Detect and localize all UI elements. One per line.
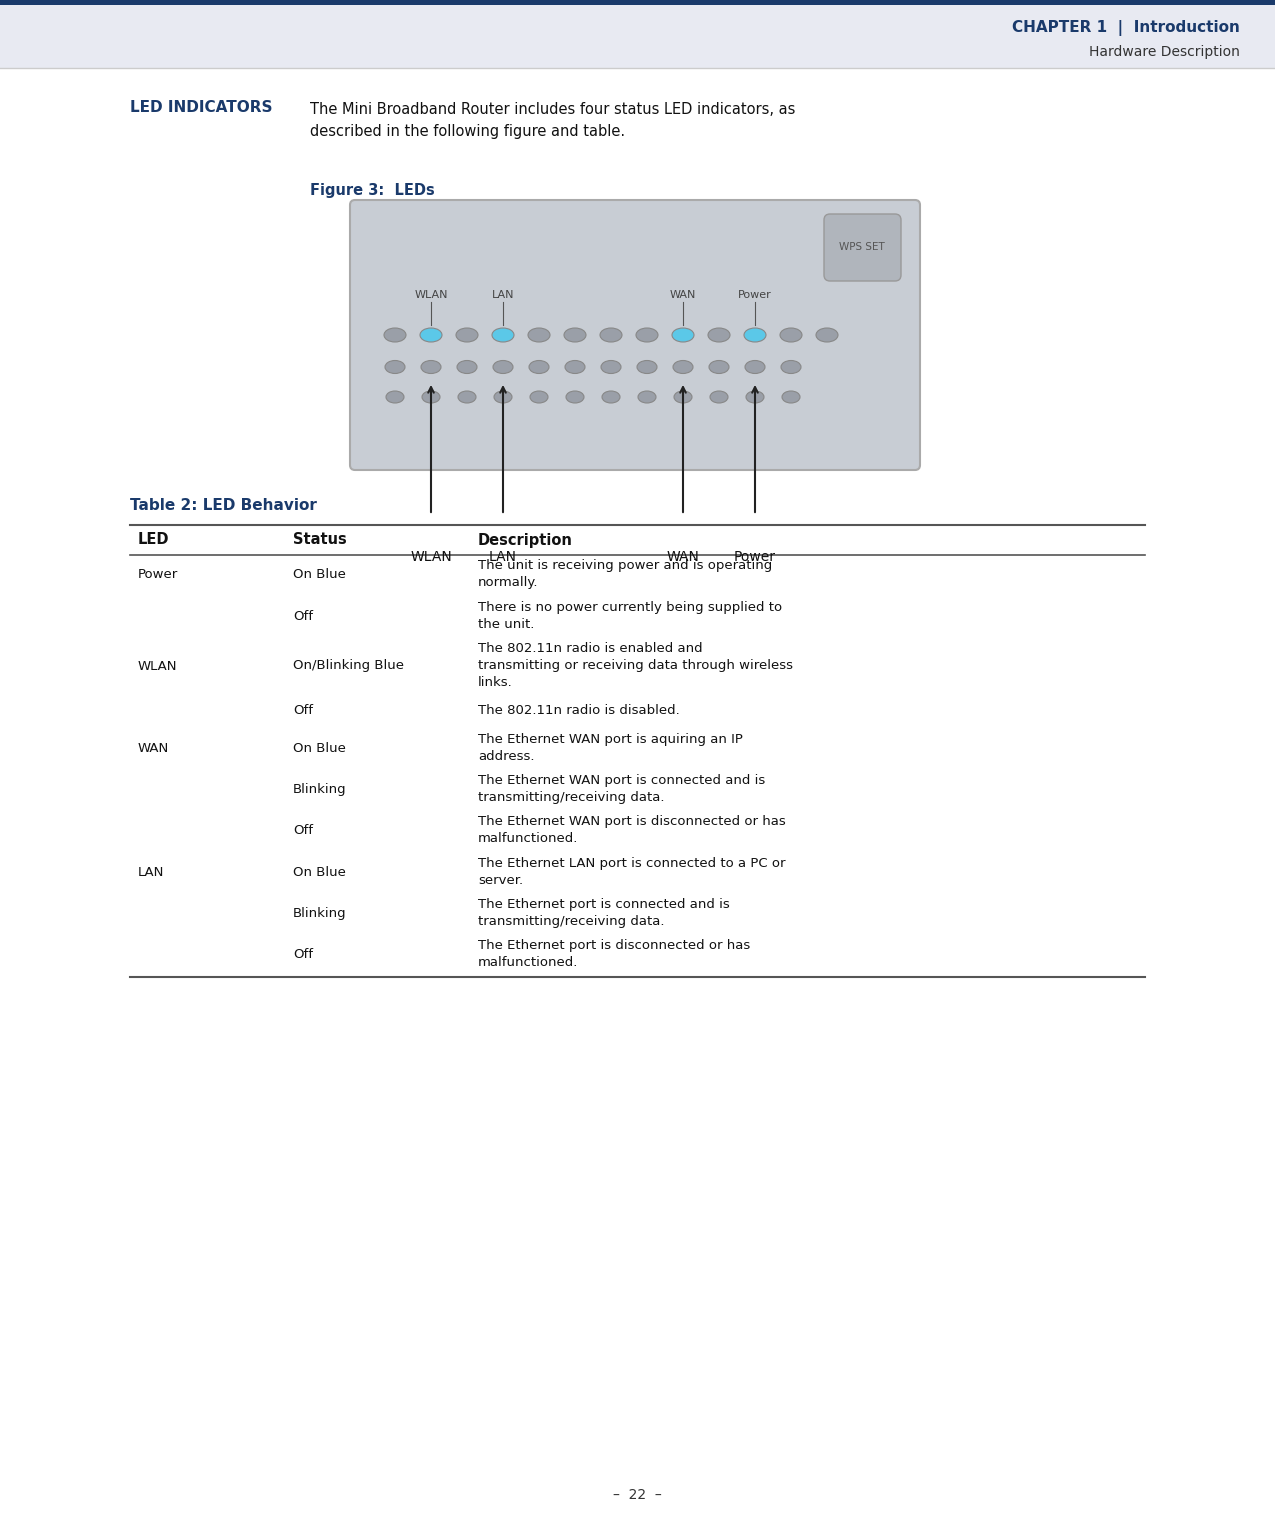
Bar <box>130 555 1145 597</box>
Text: Blinking: Blinking <box>293 783 347 795</box>
Text: Blinking: Blinking <box>293 907 347 919</box>
Text: There is no power currently being supplied to
the unit.: There is no power currently being suppli… <box>478 601 782 631</box>
Text: –  22  –: – 22 – <box>612 1488 662 1501</box>
Text: Description: Description <box>478 533 572 547</box>
Text: Off: Off <box>293 824 312 836</box>
Text: The Ethernet LAN port is connected to a PC or
server.: The Ethernet LAN port is connected to a … <box>478 856 785 887</box>
Text: The Ethernet port is disconnected or has
malfunctioned.: The Ethernet port is disconnected or has… <box>478 939 750 970</box>
Ellipse shape <box>602 391 620 403</box>
Bar <box>130 729 1145 771</box>
Text: The Ethernet port is connected and is
transmitting/receiving data.: The Ethernet port is connected and is tr… <box>478 898 729 928</box>
Text: Off: Off <box>293 705 312 717</box>
Text: LED: LED <box>138 533 170 547</box>
Ellipse shape <box>456 360 477 374</box>
Text: Status: Status <box>293 533 347 547</box>
Text: On/Blinking Blue: On/Blinking Blue <box>293 659 404 673</box>
Ellipse shape <box>493 360 513 374</box>
Ellipse shape <box>456 328 478 342</box>
Text: On Blue: On Blue <box>293 866 346 878</box>
Bar <box>130 771 1145 810</box>
Ellipse shape <box>384 328 405 342</box>
Text: Figure 3:  LEDs: Figure 3: LEDs <box>310 182 435 198</box>
Text: LAN: LAN <box>490 550 516 564</box>
Text: LAN: LAN <box>138 866 164 878</box>
Text: Power: Power <box>734 550 776 564</box>
Text: Table 2: LED Behavior: Table 2: LED Behavior <box>130 498 317 513</box>
Bar <box>130 935 1145 977</box>
Text: Power: Power <box>738 290 771 300</box>
Bar <box>130 597 1145 639</box>
Text: LAN: LAN <box>492 290 514 300</box>
Ellipse shape <box>636 328 658 342</box>
Ellipse shape <box>780 328 802 342</box>
Bar <box>130 810 1145 853</box>
Ellipse shape <box>564 328 586 342</box>
Bar <box>0 0 1275 67</box>
Text: On Blue: On Blue <box>293 741 346 754</box>
Ellipse shape <box>710 391 728 403</box>
Bar <box>130 853 1145 895</box>
Bar <box>130 895 1145 935</box>
Ellipse shape <box>528 328 550 342</box>
Text: Hardware Description: Hardware Description <box>1089 44 1241 60</box>
Ellipse shape <box>672 328 694 342</box>
Text: WAN: WAN <box>138 741 170 754</box>
Text: Power: Power <box>138 567 178 581</box>
FancyBboxPatch shape <box>351 201 921 470</box>
Bar <box>0 0 1275 5</box>
Ellipse shape <box>601 360 621 374</box>
Ellipse shape <box>674 391 692 403</box>
Ellipse shape <box>529 360 550 374</box>
Ellipse shape <box>458 391 476 403</box>
Ellipse shape <box>638 391 657 403</box>
Ellipse shape <box>422 391 440 403</box>
Text: CHAPTER 1  |  Introduction: CHAPTER 1 | Introduction <box>1012 20 1241 35</box>
Ellipse shape <box>530 391 548 403</box>
Text: Off: Off <box>293 947 312 961</box>
Text: WLAN: WLAN <box>138 659 177 673</box>
Text: The Ethernet WAN port is aquiring an IP
address.: The Ethernet WAN port is aquiring an IP … <box>478 732 743 763</box>
Text: Off: Off <box>293 610 312 622</box>
Text: On Blue: On Blue <box>293 567 346 581</box>
Ellipse shape <box>421 360 441 374</box>
Ellipse shape <box>745 360 765 374</box>
Bar <box>130 639 1145 697</box>
FancyBboxPatch shape <box>824 214 901 280</box>
Ellipse shape <box>419 328 442 342</box>
Text: The Ethernet WAN port is disconnected or has
malfunctioned.: The Ethernet WAN port is disconnected or… <box>478 815 785 846</box>
Ellipse shape <box>565 360 585 374</box>
Text: The 802.11n radio is disabled.: The 802.11n radio is disabled. <box>478 705 680 717</box>
Ellipse shape <box>638 360 657 374</box>
Text: WAN: WAN <box>667 550 700 564</box>
Text: The 802.11n radio is enabled and
transmitting or receiving data through wireless: The 802.11n radio is enabled and transmi… <box>478 642 793 689</box>
Ellipse shape <box>782 391 799 403</box>
Ellipse shape <box>816 328 838 342</box>
Text: WLAN: WLAN <box>411 550 451 564</box>
Ellipse shape <box>708 328 731 342</box>
Ellipse shape <box>566 391 584 403</box>
Bar <box>130 697 1145 729</box>
Ellipse shape <box>745 328 766 342</box>
Ellipse shape <box>386 391 404 403</box>
Ellipse shape <box>673 360 694 374</box>
Ellipse shape <box>782 360 801 374</box>
Text: WPS SET: WPS SET <box>839 242 885 251</box>
Ellipse shape <box>601 328 622 342</box>
Text: The Mini Broadband Router includes four status LED indicators, as
described in t: The Mini Broadband Router includes four … <box>310 103 796 139</box>
Text: WAN: WAN <box>669 290 696 300</box>
Ellipse shape <box>709 360 729 374</box>
Text: The Ethernet WAN port is connected and is
transmitting/receiving data.: The Ethernet WAN port is connected and i… <box>478 774 765 804</box>
Text: LED INDICATORS: LED INDICATORS <box>130 101 273 115</box>
Ellipse shape <box>492 328 514 342</box>
Ellipse shape <box>746 391 764 403</box>
Text: WLAN: WLAN <box>414 290 448 300</box>
Ellipse shape <box>385 360 405 374</box>
Text: The unit is receiving power and is operating
normally.: The unit is receiving power and is opera… <box>478 559 773 588</box>
Ellipse shape <box>493 391 513 403</box>
Bar <box>130 525 1145 555</box>
